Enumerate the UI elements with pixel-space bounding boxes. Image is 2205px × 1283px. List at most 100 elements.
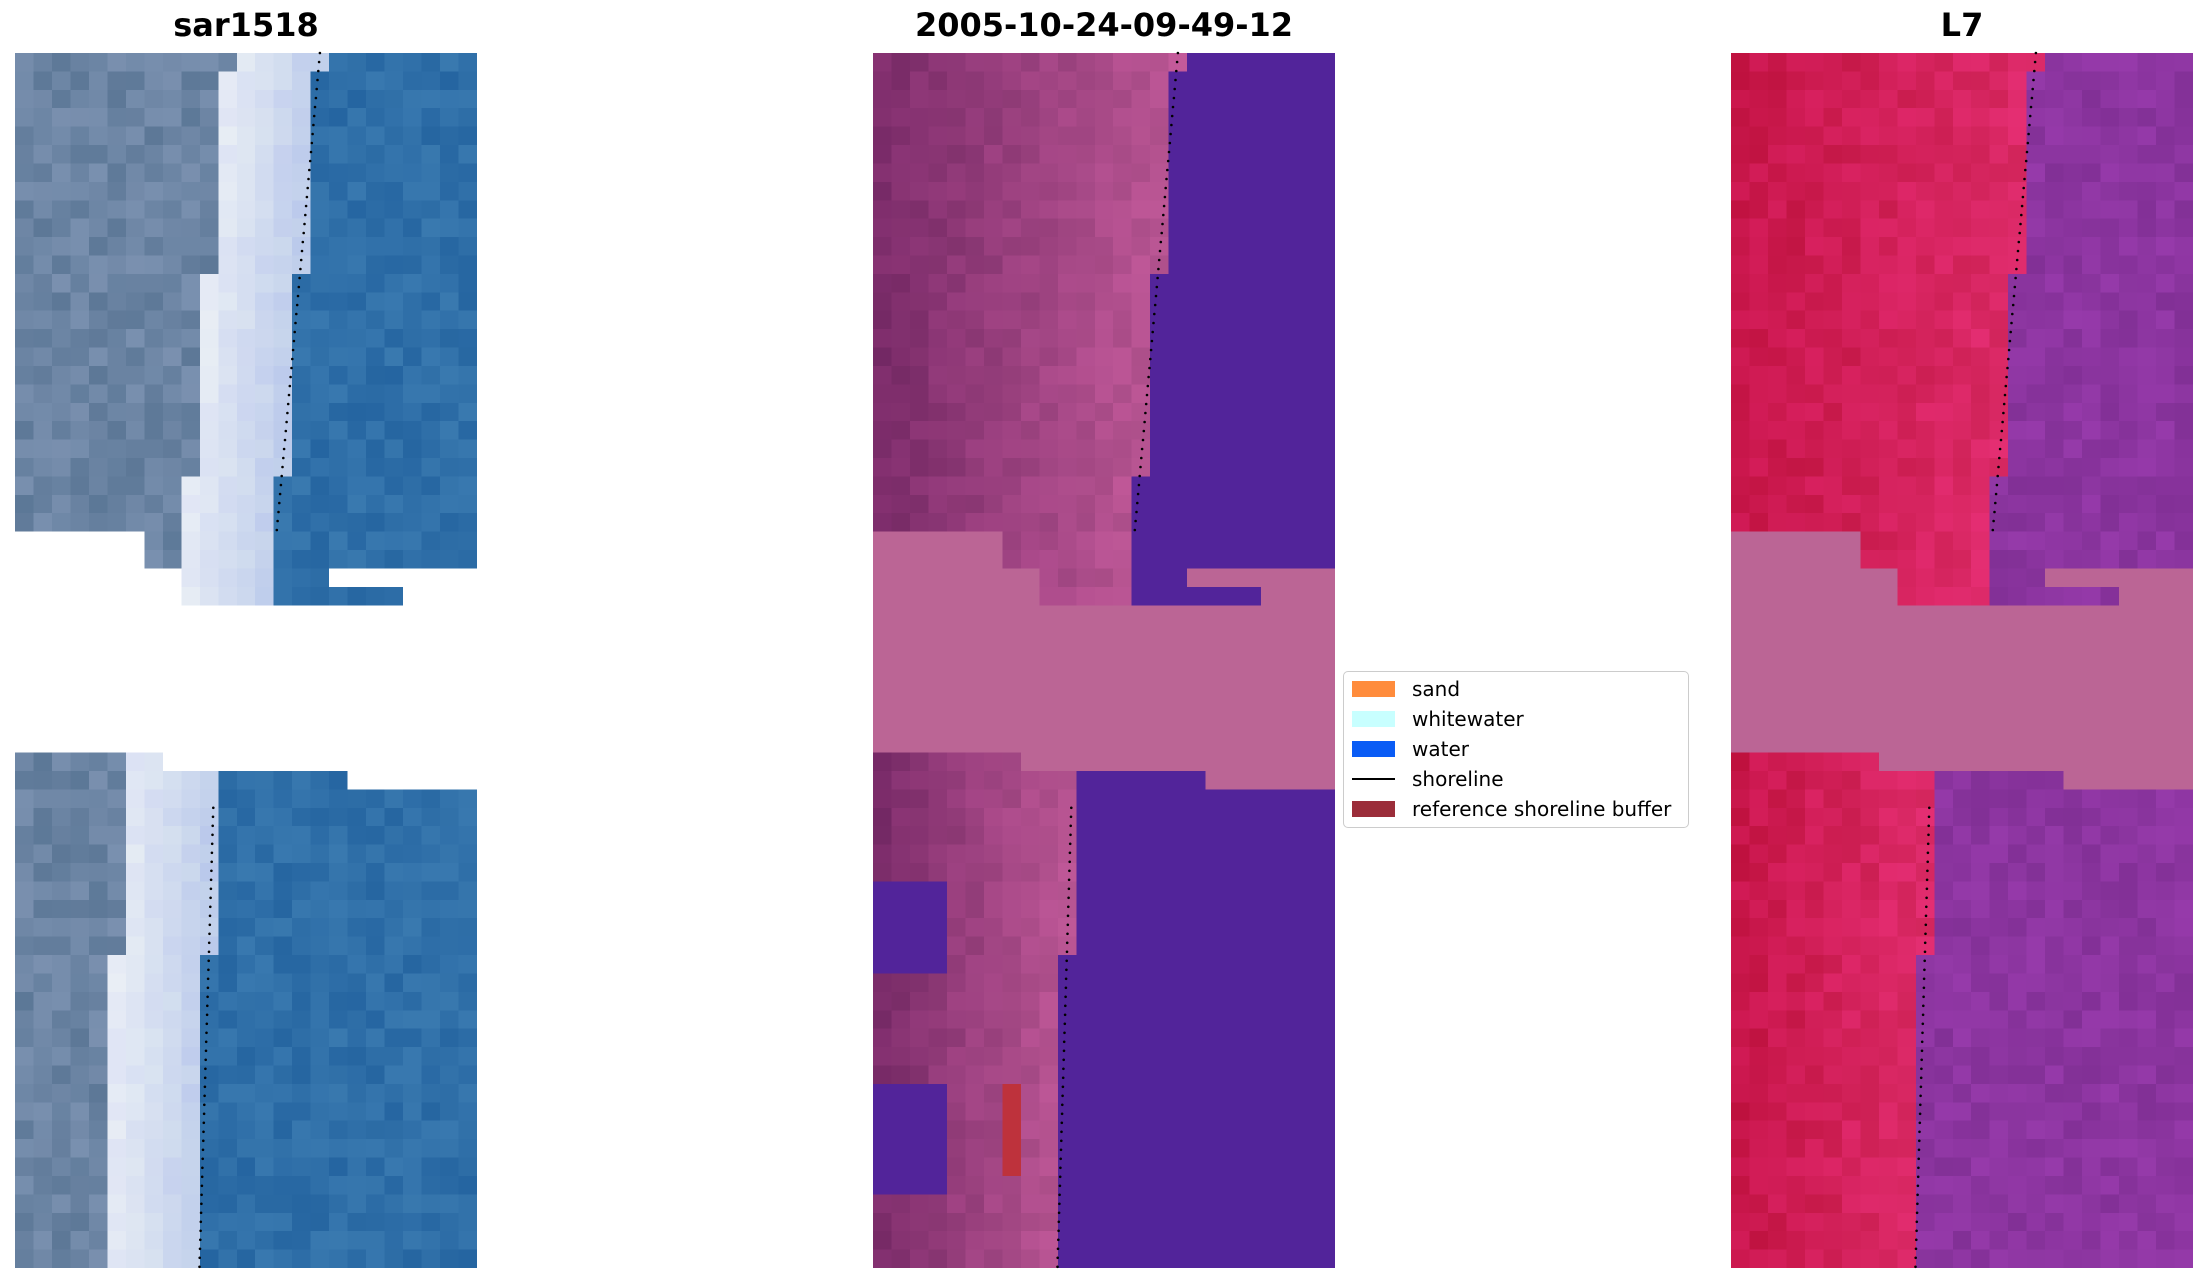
shoreline-point — [1921, 1022, 1925, 1026]
shoreline-point — [211, 815, 215, 819]
shoreline-point — [1914, 1265, 1917, 1269]
shoreline-point — [204, 1049, 208, 1053]
shoreline-point — [303, 222, 306, 226]
shoreline-point — [291, 348, 295, 352]
shoreline-point — [296, 294, 300, 298]
shoreline-point — [1059, 1157, 1062, 1161]
shoreline-point — [1144, 411, 1147, 415]
shoreline-point — [1062, 1067, 1065, 1071]
shoreline-point — [1925, 896, 1928, 900]
legend-item-shoreline: shoreline — [1352, 765, 1504, 793]
shoreline-point — [1146, 384, 1150, 388]
shoreline-point — [2015, 267, 2018, 271]
legend-label: shoreline — [1412, 767, 1504, 791]
shoreline-point — [1150, 339, 1154, 343]
shoreline-point — [1064, 986, 1068, 990]
rgb-image — [15, 53, 477, 1268]
shoreline-point — [298, 276, 301, 280]
shoreline-point — [307, 177, 310, 181]
shoreline-point — [1175, 69, 1178, 73]
shoreline-point — [201, 1157, 204, 1161]
shoreline-point — [297, 285, 301, 289]
legend: sand whitewater water shoreline referenc… — [1343, 671, 1689, 828]
shoreline-point — [1917, 1157, 1920, 1161]
shoreline-point — [1916, 1202, 1919, 1206]
shoreline-point — [1060, 1112, 1064, 1116]
shoreline-point — [209, 905, 212, 909]
shoreline-point — [1176, 51, 1180, 55]
shoreline-point — [204, 1058, 207, 1062]
legend-item-water: water — [1352, 735, 1469, 763]
shoreline-point — [2011, 312, 2014, 316]
shoreline-point — [200, 1202, 203, 1206]
legend-item-sand: sand — [1352, 675, 1460, 703]
shoreline-point — [1922, 977, 1926, 981]
shoreline-point — [199, 1238, 202, 1242]
shoreline-point — [318, 51, 322, 55]
shoreline-point — [2016, 249, 2020, 253]
shoreline-point — [2024, 168, 2027, 172]
shoreline-point — [209, 878, 213, 882]
shoreline-point — [1920, 1058, 1923, 1062]
shoreline-point — [282, 456, 285, 460]
shoreline-point — [1059, 1166, 1062, 1170]
shoreline-point — [287, 393, 291, 397]
shoreline-point — [2023, 177, 2026, 181]
shoreline-point — [1991, 528, 1995, 532]
shoreline-point — [1917, 1148, 1921, 1152]
shoreline-point — [1170, 123, 1173, 127]
legend-label: sand — [1412, 677, 1461, 701]
shoreline-point — [317, 60, 321, 64]
shoreline-point — [1057, 1238, 1060, 1242]
shoreline-point — [1149, 348, 1153, 352]
shoreline-point — [1924, 932, 1927, 936]
falsecolor-image-panel — [1731, 51, 2193, 1269]
shoreline-point — [1915, 1211, 1919, 1215]
shoreline-point — [282, 447, 286, 451]
shoreline-point — [204, 1040, 208, 1044]
shoreline-point — [1061, 1094, 1064, 1098]
shoreline-point — [207, 959, 210, 963]
shoreline-point — [209, 887, 213, 891]
shoreline-point — [206, 1004, 209, 1008]
shoreline-point — [198, 1265, 201, 1269]
shoreline-point — [2025, 150, 2029, 154]
shoreline-point — [308, 159, 312, 163]
shoreline-point — [1167, 150, 1171, 154]
sand-swatch — [1352, 681, 1395, 697]
shoreline-point — [1927, 833, 1930, 837]
shoreline-point — [1138, 474, 1141, 478]
shoreline-point — [2014, 276, 2017, 280]
shoreline-point — [1923, 959, 1926, 963]
shoreline-point — [305, 195, 309, 199]
shoreline-point — [2006, 366, 2009, 370]
shoreline-point — [2004, 384, 2008, 388]
shoreline-point — [286, 411, 289, 415]
shoreline-point — [1137, 483, 1141, 487]
shoreline-point — [1925, 878, 1929, 882]
shoreline-point — [1922, 986, 1926, 990]
rgb-image-panel — [15, 51, 477, 1269]
shoreline-point — [1060, 1139, 1063, 1143]
shoreline-point — [1061, 1085, 1065, 1089]
shoreline-point — [1056, 1265, 1059, 1269]
shoreline-point — [2008, 339, 2012, 343]
shoreline-point — [1069, 833, 1072, 837]
shoreline-point — [1057, 1211, 1061, 1215]
shoreline-point — [1136, 492, 1140, 496]
shoreline-point — [1165, 177, 1168, 181]
shoreline-point — [203, 1085, 207, 1089]
shoreline-point — [1918, 1130, 1921, 1134]
shoreline-point — [2005, 375, 2008, 379]
shoreline-point — [1175, 60, 1179, 64]
shoreline-point — [1144, 402, 1148, 406]
shoreline-point — [2022, 186, 2025, 190]
shoreline-point — [1140, 447, 1144, 451]
shoreline-point — [290, 366, 293, 370]
shoreline-point — [1927, 815, 1931, 819]
shoreline-point — [2021, 195, 2025, 199]
shoreline-point — [281, 465, 284, 469]
shoreline-point — [294, 321, 297, 325]
shoreline-point — [302, 231, 306, 235]
classified-image-panel — [873, 51, 1335, 1269]
